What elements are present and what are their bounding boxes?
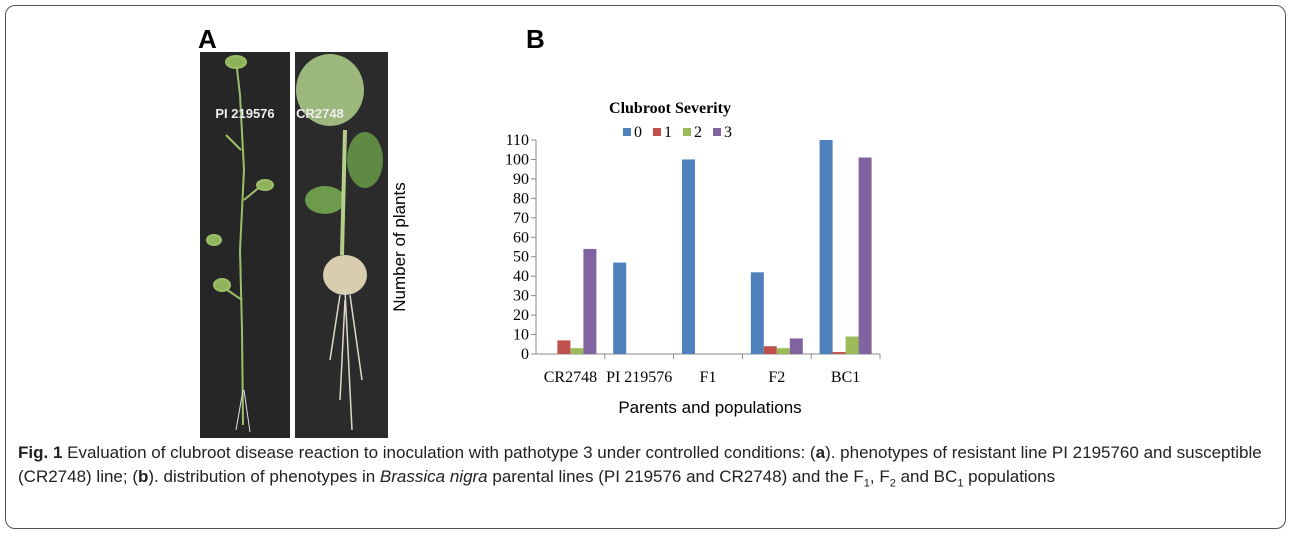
bar xyxy=(763,346,777,354)
x-tick-label: CR2748 xyxy=(544,369,597,386)
panel-label: B xyxy=(526,24,545,54)
panel-label: A xyxy=(198,24,217,54)
legend-swatch xyxy=(683,128,691,136)
bar xyxy=(613,262,627,354)
bar xyxy=(776,348,790,354)
x-tick-label: F1 xyxy=(700,369,717,386)
caption-text: ). distribution of phenotypes in xyxy=(148,467,380,486)
legend-swatch xyxy=(623,128,631,136)
y-tick-label: 110 xyxy=(506,132,529,149)
caption-text: a xyxy=(815,443,826,462)
y-tick-label: 100 xyxy=(505,151,529,168)
legend-title: Clubroot Severity xyxy=(609,100,731,117)
caption-text: parental lines (PI 219576 and CR2748) an… xyxy=(487,467,864,486)
y-tick-label: 30 xyxy=(513,288,529,305)
photo-label: CR2748 xyxy=(296,106,344,121)
legend-label: 0 xyxy=(634,124,642,141)
y-axis-title: Number of plants xyxy=(390,182,409,311)
caption-text: and BC xyxy=(895,467,958,486)
bar xyxy=(789,338,803,354)
bar xyxy=(583,248,597,354)
y-tick-label: 0 xyxy=(521,346,529,363)
legend-label: 2 xyxy=(694,124,702,141)
y-tick-label: 70 xyxy=(513,210,529,227)
y-tick-label: 90 xyxy=(513,171,529,188)
y-tick-label: 20 xyxy=(513,307,529,324)
caption-text: Fig. 1 xyxy=(18,443,63,462)
bar xyxy=(682,159,695,354)
x-axis-title: Parents and populations xyxy=(618,398,801,417)
bar xyxy=(845,336,859,354)
figure-frame xyxy=(5,5,1286,529)
x-tick-label: F2 xyxy=(768,369,785,386)
bar xyxy=(819,140,833,354)
x-tick-label: BC1 xyxy=(831,369,860,386)
y-tick-label: 50 xyxy=(513,249,529,266)
plant-right xyxy=(296,54,383,431)
bar xyxy=(750,272,764,354)
caption-text: 1 xyxy=(957,477,964,490)
y-tick-label: 40 xyxy=(513,268,529,285)
caption-text: 2 xyxy=(889,477,896,490)
caption-text: 1 xyxy=(863,477,870,490)
bar xyxy=(858,157,872,354)
photo-label: PI 219576 xyxy=(215,106,274,121)
legend-swatch xyxy=(713,128,721,136)
y-tick-label: 60 xyxy=(513,229,529,246)
bar xyxy=(557,340,571,354)
legend-swatch xyxy=(653,128,661,136)
caption-text: , F xyxy=(869,467,890,486)
x-tick-label: PI 219576 xyxy=(606,369,672,386)
caption-text: b xyxy=(138,467,149,486)
bar xyxy=(570,348,584,354)
y-tick-label: 80 xyxy=(513,190,529,207)
caption-text: ). phenotypes of resistant line PI 21957… xyxy=(18,443,1262,486)
legend-label: 1 xyxy=(664,124,672,141)
bar xyxy=(832,352,846,354)
legend-label: 3 xyxy=(724,124,732,141)
caption: Fig. 1 Evaluation of clubroot disease re… xyxy=(18,441,1273,489)
plant-left xyxy=(206,55,274,433)
figure: A PI 219576 CR2748 B Clubroot Severity N… xyxy=(198,24,881,438)
caption-text: populations xyxy=(963,467,1056,486)
y-tick-label: 10 xyxy=(513,327,529,344)
caption-text: Brassica nigra xyxy=(379,467,488,486)
caption-text: Evaluation of clubroot disease reaction … xyxy=(62,443,816,462)
